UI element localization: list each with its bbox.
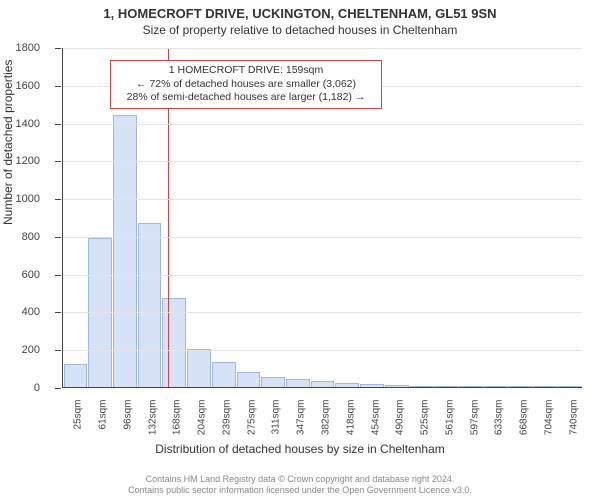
- annotation-line-3: 28% of semi-detached houses are larger (…: [117, 91, 375, 105]
- x-tick-container: 25sqm61sqm96sqm132sqm168sqm204sqm239sqm2…: [62, 388, 582, 448]
- y-tick-label: 0: [0, 382, 40, 394]
- y-tick: [55, 237, 61, 238]
- y-tick-label: 1400: [0, 118, 40, 130]
- histogram-bar: [385, 385, 409, 387]
- histogram-bar: [237, 372, 261, 387]
- footer-line-1: Contains HM Land Registry data © Crown c…: [0, 474, 600, 485]
- histogram-bar: [459, 386, 483, 387]
- gridline: [63, 48, 582, 49]
- y-tick-label: 800: [0, 231, 40, 243]
- gridline: [63, 312, 582, 313]
- gridline: [63, 350, 582, 351]
- annotation-line-1: 1 HOMECROFT DRIVE: 159sqm: [117, 64, 375, 78]
- y-tick-label: 400: [0, 306, 40, 318]
- histogram-bar: [187, 349, 211, 387]
- y-tick-label: 1800: [0, 42, 40, 54]
- footer-line-2: Contains public sector information licen…: [0, 485, 600, 496]
- y-tick-label: 1000: [0, 193, 40, 205]
- y-tick-label: 600: [0, 269, 40, 281]
- y-tick: [55, 48, 61, 49]
- y-tick: [55, 350, 61, 351]
- y-tick-label: 1600: [0, 80, 40, 92]
- histogram-bar: [286, 379, 310, 388]
- gridline: [63, 124, 582, 125]
- y-tick: [55, 124, 61, 125]
- footer-attribution: Contains HM Land Registry data © Crown c…: [0, 474, 600, 497]
- y-tick: [55, 199, 61, 200]
- histogram-bar: [138, 223, 162, 387]
- y-tick: [55, 312, 61, 313]
- histogram-bar: [533, 386, 557, 387]
- histogram-bar: [311, 381, 335, 387]
- histogram-bar: [434, 386, 458, 387]
- annotation-line-2: ← 72% of detached houses are smaller (3,…: [117, 78, 375, 92]
- gridline: [63, 199, 582, 200]
- histogram-bar: [484, 386, 508, 387]
- histogram-bar: [212, 362, 236, 387]
- histogram-bar: [508, 386, 532, 387]
- histogram-bar: [410, 386, 434, 388]
- histogram-bar: [360, 384, 384, 387]
- gridline: [63, 275, 582, 276]
- annotation-box: 1 HOMECROFT DRIVE: 159sqm ← 72% of detac…: [110, 60, 382, 109]
- page-subtitle: Size of property relative to detached ho…: [0, 23, 600, 37]
- y-tick-label: 1200: [0, 155, 40, 167]
- y-tick: [55, 86, 61, 87]
- gridline: [63, 237, 582, 238]
- histogram-bar: [64, 364, 88, 387]
- y-tick-label: 200: [0, 344, 40, 356]
- gridline: [63, 161, 582, 162]
- page-title: 1, HOMECROFT DRIVE, UCKINGTON, CHELTENHA…: [0, 6, 600, 21]
- x-axis-label: Distribution of detached houses by size …: [0, 442, 600, 456]
- y-tick: [55, 388, 61, 389]
- y-tick: [55, 161, 61, 162]
- histogram-bar: [113, 115, 137, 387]
- histogram-bar: [335, 383, 359, 387]
- y-tick: [55, 275, 61, 276]
- histogram-bar: [261, 377, 285, 387]
- histogram-bar: [558, 386, 582, 387]
